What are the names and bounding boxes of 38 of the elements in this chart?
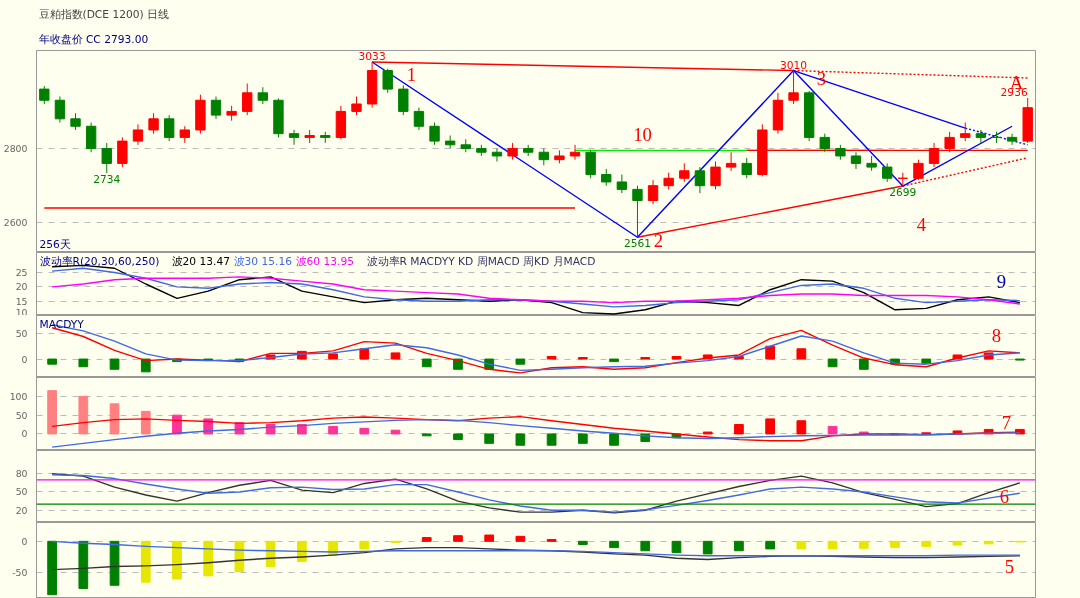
annotation: 7 <box>1001 411 1012 433</box>
y-tick-label: 0 <box>21 353 28 365</box>
series-label: 波60 13.95 <box>295 254 354 268</box>
y-tick-label: 20 <box>15 281 28 293</box>
y-tick-label: 25 <box>15 267 28 279</box>
y-tick-label: -50 <box>12 567 28 579</box>
y-tick-label: 80 <box>15 468 28 480</box>
series-label: 波30 15.16 <box>233 254 293 268</box>
annotation: 8 <box>991 324 1002 346</box>
annotation: 256天 <box>39 237 71 251</box>
y-tick-label: 10 <box>15 306 28 318</box>
annotation: 10 <box>633 123 652 145</box>
chart-subtitle: 年收盘价 CC 2793.00 <box>38 32 149 46</box>
annotation: 波动率R MACDYY KD 周MACD 周KD 月MACD <box>366 254 596 268</box>
text: 2561 <box>623 237 652 251</box>
text: 3010 <box>780 58 808 72</box>
y-tick-label: 2800 <box>3 143 28 155</box>
chart-title: MACDYY <box>39 317 85 331</box>
y-tick-label: 50 <box>15 409 28 421</box>
text: 2734 <box>93 173 121 187</box>
annotation: 2 <box>653 229 664 251</box>
annotation: 4 <box>916 213 927 235</box>
annotation: 9 <box>996 270 1007 292</box>
y-tick-label: 0 <box>21 535 28 547</box>
y-tick-label: 50 <box>15 327 28 339</box>
y-tick-label: 100 <box>9 390 28 402</box>
y-tick-label: 0 <box>21 428 28 440</box>
text: 3033 <box>358 50 386 64</box>
chart-title: 波动率R(20,30,60,250) <box>39 254 160 268</box>
y-tick-label: 20 <box>15 504 28 516</box>
text: 2699 <box>889 186 917 200</box>
annotation: 5 <box>1004 555 1015 577</box>
y-tick-label: 2600 <box>3 217 28 229</box>
series-label: 波20 13.47 <box>171 254 230 268</box>
annotation: 1 <box>406 63 417 85</box>
y-tick-label: 50 <box>15 486 28 498</box>
chart-title: 豆粕指数(DCE 1200) 日线 <box>38 7 170 21</box>
y-tick-label: 15 <box>15 295 28 307</box>
